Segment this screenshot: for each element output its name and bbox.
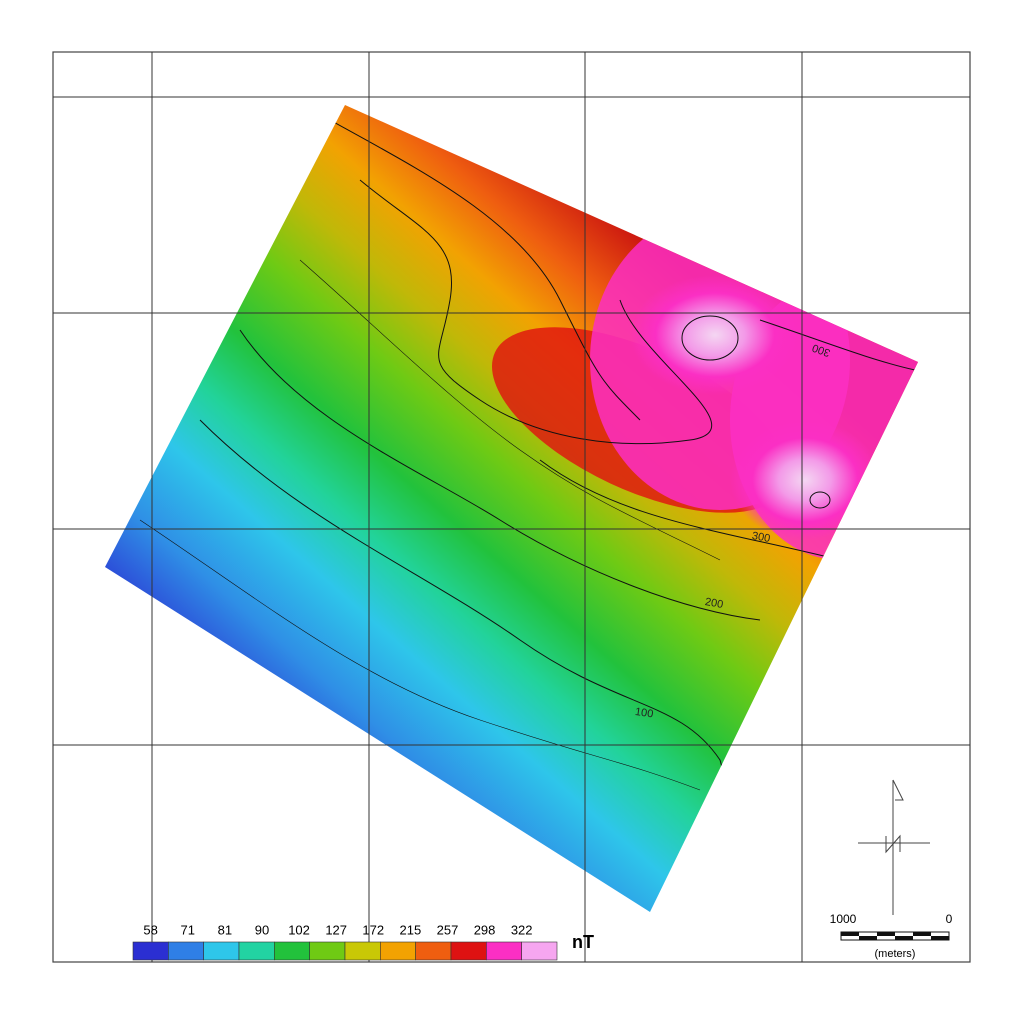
contour-label: 100 bbox=[634, 706, 654, 720]
legend-tick-label: 172 bbox=[362, 922, 384, 937]
legend-swatch bbox=[203, 941, 240, 961]
legend-swatch bbox=[450, 941, 487, 961]
scale-bar: 1000 0 (meters) bbox=[830, 912, 953, 960]
scale-unit: (meters) bbox=[875, 948, 916, 960]
graticule bbox=[53, 52, 970, 962]
contour-label: 200 bbox=[704, 596, 724, 611]
scale-label: 0 bbox=[946, 912, 953, 926]
legend-tick-label: 81 bbox=[218, 922, 232, 937]
legend-tick-label: 58 bbox=[143, 922, 157, 937]
contour-label: 300 bbox=[811, 341, 832, 359]
color-legend: nT 58 71 81 90 102 127 172 215 257 298 322 bbox=[132, 922, 594, 961]
legend-tick-label: 257 bbox=[437, 922, 459, 937]
legend-tick-label: 215 bbox=[400, 922, 422, 937]
legend-swatch bbox=[274, 941, 310, 961]
legend-swatch bbox=[132, 941, 169, 961]
scale-label: 1000 bbox=[830, 912, 857, 926]
anomaly-map bbox=[105, 105, 918, 912]
legend-tick-label: 298 bbox=[474, 922, 496, 937]
contour-labels: 300 200 100 300 bbox=[634, 341, 832, 720]
legend-tick-label: 322 bbox=[511, 922, 533, 937]
legend-swatch bbox=[415, 941, 452, 961]
frame bbox=[52, 51, 971, 963]
legend-tick-label: 127 bbox=[325, 922, 347, 937]
contour-label: 300 bbox=[751, 530, 771, 545]
legend-swatch bbox=[486, 941, 522, 961]
legend-unit: nT bbox=[572, 932, 594, 952]
legend-tick-label: 102 bbox=[288, 922, 310, 937]
legend-swatch bbox=[238, 941, 275, 961]
north-arrow bbox=[858, 779, 930, 915]
legend-swatch bbox=[380, 941, 416, 961]
legend-swatch bbox=[521, 941, 558, 961]
legend-tick-label: 71 bbox=[181, 922, 195, 937]
legend-swatch bbox=[168, 941, 204, 961]
legend-tick-label: 90 bbox=[255, 922, 269, 937]
legend-swatch bbox=[344, 941, 381, 961]
legend-swatch bbox=[309, 941, 346, 961]
